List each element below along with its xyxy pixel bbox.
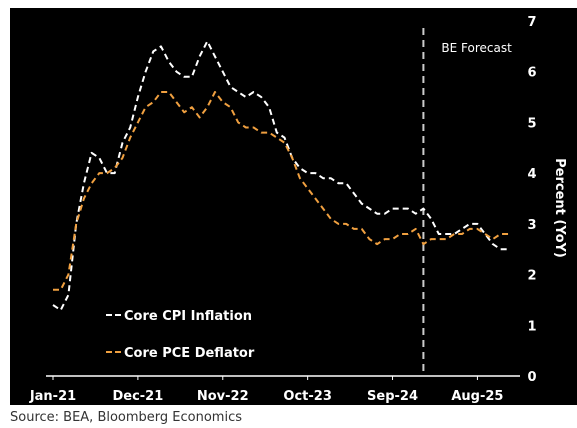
legend-label-core-pce: Core PCE Deflator — [124, 346, 255, 361]
x-axis-ticks: Jan-21 Dec-21 Nov-22 Oct-23 Sep-24 Aug-25 — [29, 376, 503, 404]
forecast-label: BE Forecast — [441, 41, 512, 55]
x-tick-label: Aug-25 — [451, 389, 503, 404]
x-tick-label: Sep-24 — [367, 389, 418, 404]
series-lines — [52, 40, 509, 312]
x-tick-label: Nov-22 — [197, 389, 249, 404]
source-note: Source: BEA, Bloomberg Economics — [10, 410, 243, 425]
x-tick-label: Dec-21 — [112, 389, 163, 404]
line-chart: BE Forecast 0 1 2 3 4 5 6 7 Jan-21 Dec-21 Nov-22 O… — [29, 15, 567, 404]
y-tick-label: 6 — [527, 66, 536, 81]
y-axis-title: Percent (YoY) — [552, 158, 567, 258]
series-line-core-cpi — [52, 40, 509, 312]
y-tick-label: 7 — [527, 15, 536, 30]
y-tick-label: 1 — [527, 319, 536, 334]
x-tick-label: Oct-23 — [283, 389, 331, 404]
y-axis-ticks: 0 1 2 3 4 5 6 7 — [527, 15, 536, 385]
legend-label-core-cpi: Core CPI Inflation — [124, 309, 252, 324]
chart-panel: BE Forecast 0 1 2 3 4 5 6 7 Jan-21 Dec-21 Nov-22 O… — [10, 8, 577, 405]
x-tick-label: Jan-21 — [29, 389, 76, 404]
y-tick-label: 0 — [527, 370, 536, 385]
series-line-core-pce — [53, 91, 509, 291]
legend: Core CPI Inflation Core PCE Deflator — [106, 309, 255, 361]
y-tick-label: 2 — [527, 269, 536, 284]
y-tick-label: 3 — [527, 218, 536, 233]
y-tick-label: 5 — [527, 116, 536, 131]
y-tick-label: 4 — [527, 167, 536, 182]
